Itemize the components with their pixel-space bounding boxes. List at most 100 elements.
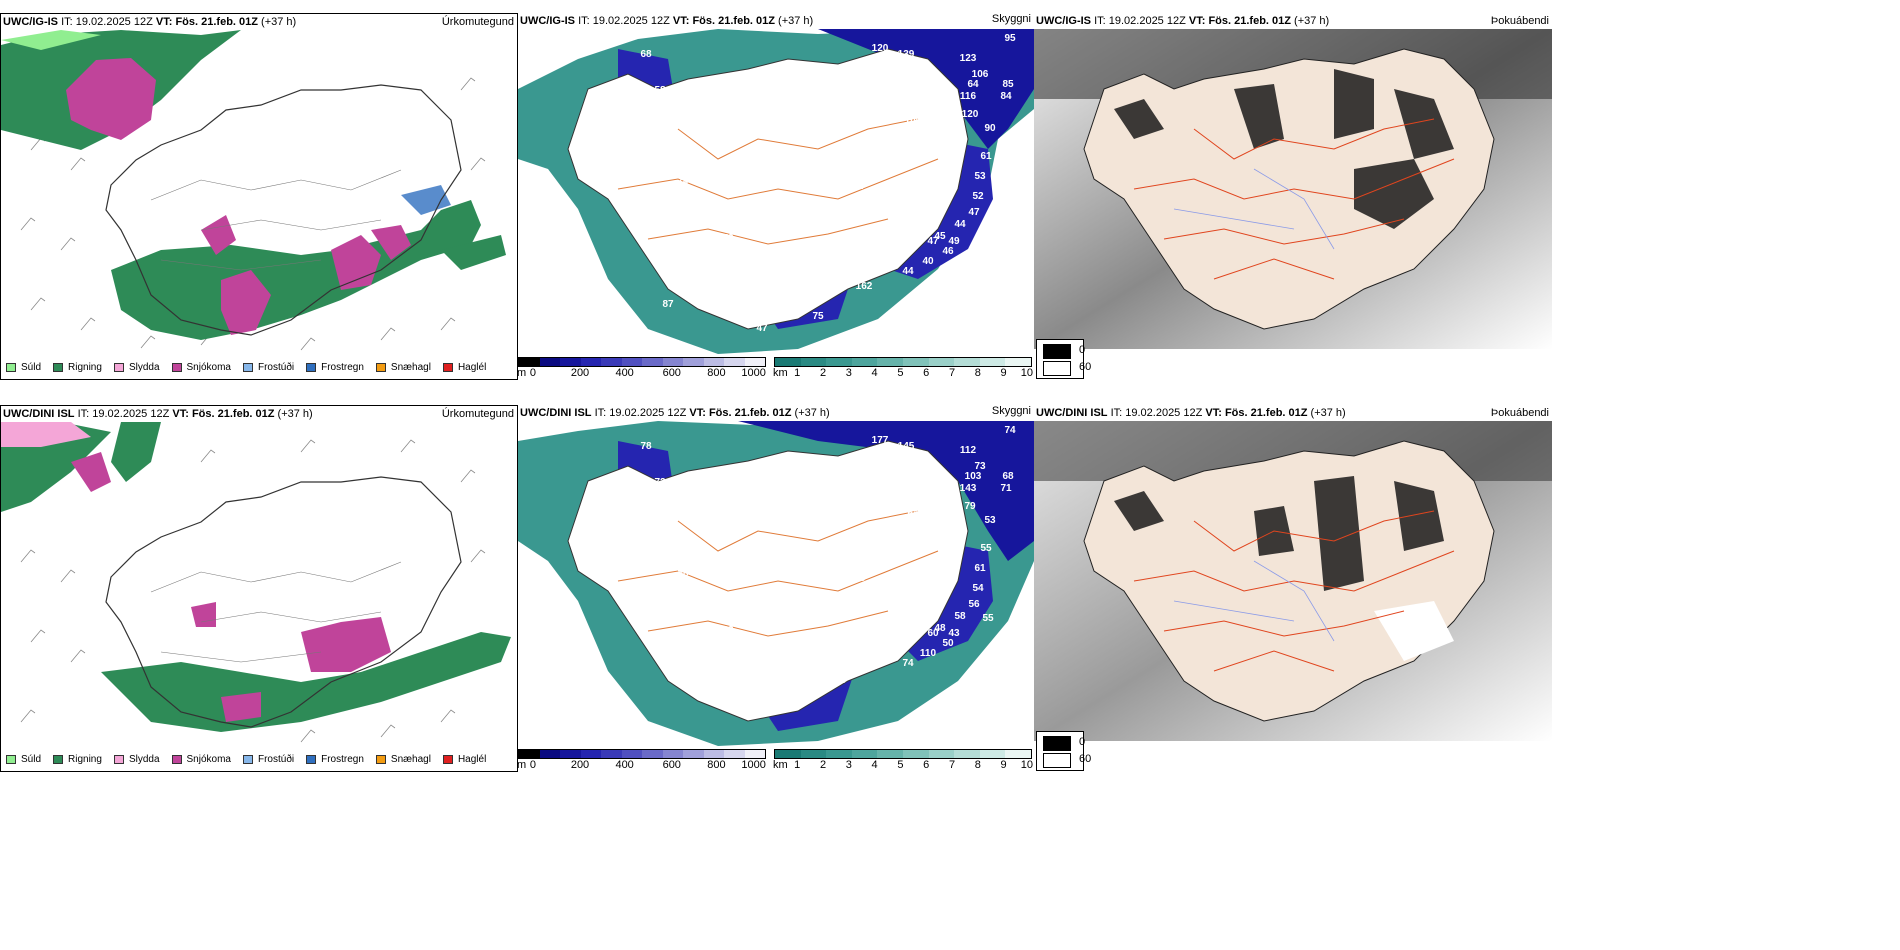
cloud-base-value: 143 — [960, 483, 977, 494]
cloud-base-value: 95 — [1004, 33, 1016, 44]
cloud-base-value: 46 — [942, 246, 954, 257]
cloud-panel-row1: UWC/IG-IS IT: 19.02.2025 12Z VT: Fös. 21… — [517, 13, 1034, 380]
tick-label: 5 — [897, 759, 904, 771]
precip-map-row2 — [1, 422, 517, 752]
cloud-base-colorbar: m 0 200 400 600 800 1000 — [517, 749, 766, 771]
cloud-base-value: 44 — [954, 219, 966, 230]
cloud-base-value: 88 — [677, 568, 689, 579]
fog-map-row1 — [1034, 29, 1552, 349]
cloud-base-value: 80 — [862, 166, 874, 177]
visibility-colorbar: km 1 2 3 4 5 6 7 8 9 10 — [773, 357, 1033, 379]
cloud-base-value: 53 — [672, 111, 684, 122]
cloud-base-value: 104 — [810, 201, 827, 212]
cloud-base-value: 57 — [774, 269, 786, 280]
fog-key-dark-label: 0 — [1079, 344, 1086, 356]
cloud-base-value: 72 — [654, 477, 666, 488]
cloud-base-value: 37 — [790, 613, 802, 624]
legend-item: Frostúði — [242, 754, 294, 765]
cloud-base-value: 60 — [927, 628, 939, 639]
tick-label: 8 — [974, 759, 981, 771]
cloud-base-value: 44 — [902, 266, 914, 277]
legend-item: Rigning — [53, 362, 102, 373]
cloud-base-value: 53 — [984, 515, 996, 526]
cloud-base-value: 85 — [1002, 79, 1014, 90]
tick-label: 1000 — [741, 759, 766, 771]
legend-item: Frostúði — [242, 362, 294, 373]
cloud-base-value: 92 — [730, 219, 742, 230]
tick-label: 2 — [819, 759, 827, 771]
cloud-base-value: 66 — [862, 558, 874, 569]
cloud-base-value: 145 — [898, 441, 915, 452]
cloud-base-value: 61 — [980, 151, 992, 162]
cloud-base-value: 120 — [872, 43, 889, 54]
cloud-base-value: 49 — [854, 573, 866, 584]
cloud-base-value: 120 — [962, 109, 979, 120]
tick-label: 7 — [948, 759, 956, 771]
tick-label: 0 — [529, 367, 536, 379]
cloud-base-value: 162 — [856, 281, 873, 292]
cloud-base-value: 72 — [732, 113, 744, 124]
precip-panel-row1: UWC/IG-IS IT: 19.02.2025 12Z VT: Fös. 21… — [0, 13, 518, 380]
visibility-cells — [774, 749, 1032, 759]
tick-label: 4 — [871, 367, 878, 379]
cloud-base-value: 116 — [960, 91, 977, 102]
cloud-base-value: 360 — [748, 303, 765, 314]
legend-item: Frostregn — [306, 362, 364, 373]
fog-key-row1: 0 60 — [1036, 339, 1091, 379]
cloud-base-value: 547 — [772, 661, 789, 672]
cloud-base-value: 153 — [750, 259, 767, 270]
precip-title: Úrkomutegund — [441, 408, 514, 420]
cloud-base-value: 74 — [902, 658, 914, 669]
cloud-base-value: 43 — [948, 628, 960, 639]
cloud-base-value: 104 — [728, 611, 745, 622]
fog-map-row2 — [1034, 421, 1552, 741]
fog-key-light-label: 60 — [1079, 753, 1092, 765]
fog-key-light-label: 60 — [1079, 361, 1092, 373]
cloud-base-value: 68 — [1002, 471, 1014, 482]
cloud-base-value: 48 — [934, 623, 946, 634]
cloud-base-value: 55 — [980, 543, 992, 554]
cloud-base-value: 58 — [954, 611, 966, 622]
cloud-base-value: 86 — [672, 503, 684, 514]
legend-item: Snjókoma — [171, 362, 231, 373]
legend-item: Frostregn — [306, 754, 364, 765]
fog-panel-row1: UWC/IG-IS IT: 19.02.2025 12Z VT: Fös. 21… — [1034, 13, 1552, 380]
cloud-base-value: 56 — [968, 599, 980, 610]
cloud-base-value: 50 — [942, 638, 954, 649]
cloud-base-value: 49 — [948, 236, 960, 247]
tick-label: 800 — [707, 367, 726, 379]
cloud-base-value: 75 — [812, 311, 824, 322]
cloud-base-value: 71 — [668, 157, 680, 168]
cloud-base-value: 103 — [965, 471, 982, 482]
cloud-base-value: 73 — [974, 461, 986, 472]
legend-item: Súld — [6, 754, 41, 765]
cloud-base-value: 71 — [1000, 483, 1012, 494]
cloud-base-value: 109 — [905, 116, 922, 127]
cloud-base-value: 63 — [722, 625, 734, 636]
row1-fog-header: UWC/IG-IS IT: 19.02.2025 12Z VT: Fös. 21… — [1036, 15, 1330, 27]
cloud-base-value: 56 — [657, 136, 669, 147]
cloud-base-value: 130 — [910, 61, 927, 72]
cloud-base-value: 64 — [967, 79, 979, 90]
cloud-base-value: 131 — [894, 455, 911, 466]
cloud-base-value: 47 — [927, 236, 939, 247]
cloud-base-value: 130 — [788, 221, 805, 232]
legend-item: Slydda — [113, 754, 160, 765]
cloud-base-value: 143 — [910, 453, 927, 464]
legend-item: Haglél — [442, 362, 486, 373]
cloud-base-unit: m — [517, 367, 527, 379]
cloud-base-value: 47 — [812, 593, 824, 604]
visibility-unit: km — [773, 759, 788, 771]
tick-label: 4 — [871, 759, 878, 771]
cloud-base-value: 68 — [640, 49, 652, 60]
visibility-colorbar: km 1 2 3 4 5 6 7 8 9 10 — [773, 749, 1033, 771]
tick-label: 5 — [897, 367, 904, 379]
fog-key-row2: 0 60 — [1036, 731, 1091, 771]
tick-label: 1 — [794, 759, 801, 771]
visibility-cells — [774, 357, 1032, 367]
cloud-base-value: 69 — [664, 493, 676, 504]
row2-fog-header: UWC/DINI ISL IT: 19.02.2025 12Z VT: Fös.… — [1036, 407, 1346, 419]
cloud-base-value: 112 — [960, 445, 977, 456]
